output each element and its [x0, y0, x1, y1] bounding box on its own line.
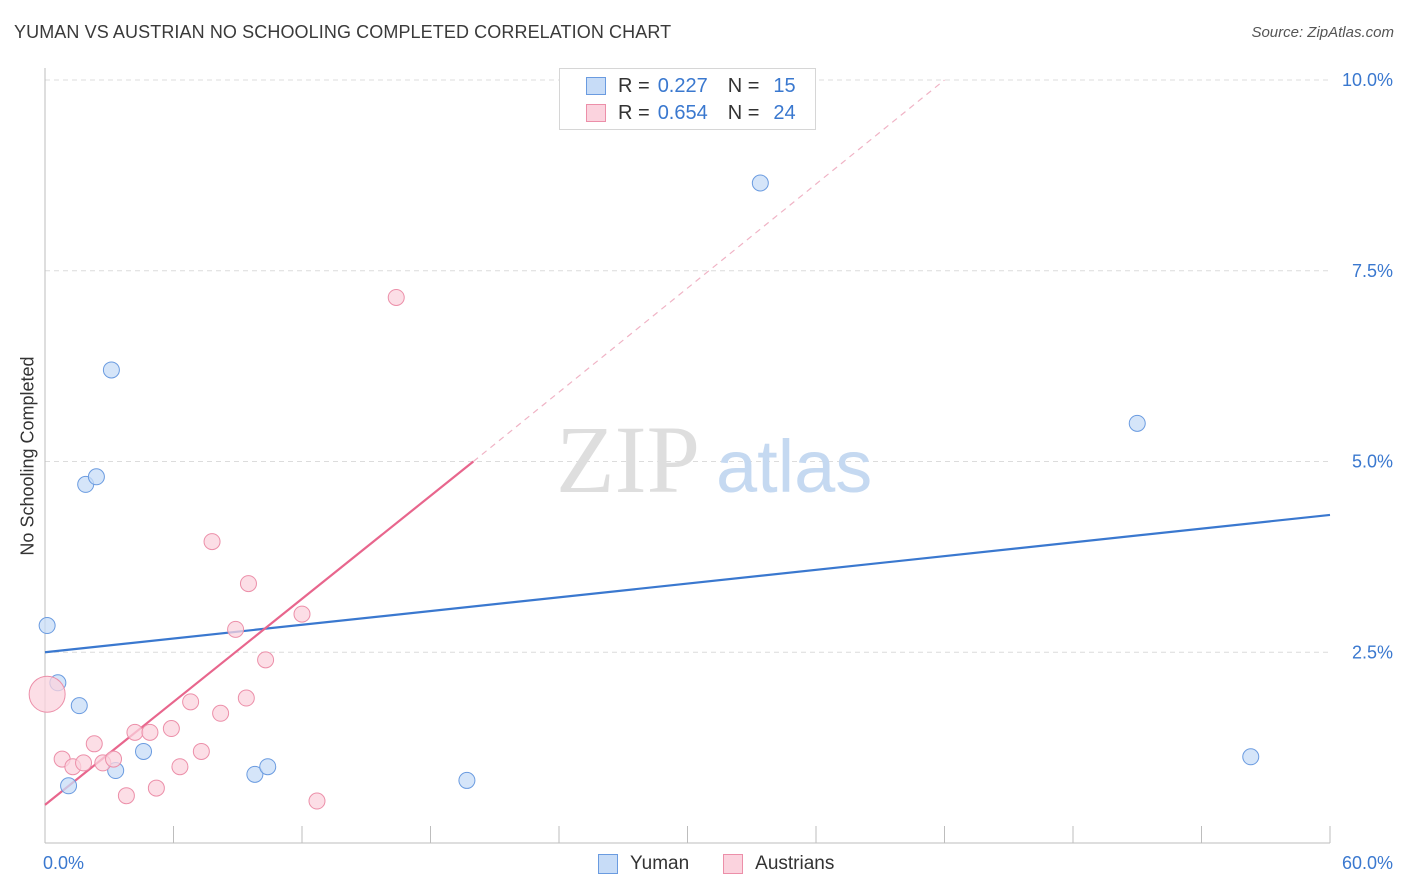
r-value: 0.654: [657, 101, 708, 124]
y-tick-label: 2.5%: [1352, 642, 1393, 662]
n-label: N =: [727, 101, 760, 124]
point-yuman: [751, 174, 769, 192]
point-yuman: [70, 697, 88, 715]
legend-row-yuman: R = 0.227 N = 15: [586, 74, 796, 98]
chart-title: YUMAN VS AUSTRIAN NO SCHOOLING COMPLETED…: [14, 22, 672, 42]
legend-swatch-yuman: [598, 854, 618, 874]
y-tick-label: 5.0%: [1352, 452, 1393, 472]
data-points: [28, 174, 1260, 810]
trend-line-austrians: [44, 460, 475, 806]
point-austrians: [257, 651, 275, 669]
x-tick-label-max: 60.0%: [1342, 853, 1393, 873]
watermark: ZIP atlas: [556, 406, 872, 513]
legend-item-austrians[interactable]: Austrians: [723, 853, 834, 875]
point-austrians: [105, 750, 123, 768]
r-value: 0.227: [657, 74, 708, 97]
point-austrians: [203, 533, 221, 551]
point-austrians: [192, 742, 210, 760]
source-credit: Source: ZipAtlas.com: [1251, 24, 1394, 41]
point-austrians: [126, 723, 144, 741]
point-austrians: [147, 779, 165, 797]
y-tick-label: 10.0%: [1342, 70, 1393, 90]
legend-swatch-austrians: [723, 854, 744, 874]
y-tick-label: 7.5%: [1352, 261, 1393, 281]
point-austrians: [117, 787, 135, 805]
correlation-legend: R = 0.227 N = 15 R = 0.654 N = 24: [559, 68, 816, 130]
point-yuman: [1242, 748, 1260, 766]
tick-labels: 2.5% 5.0% 7.5% 10.0% 0.0% 60.0%: [43, 70, 1393, 873]
legend-swatch-austrians: [586, 104, 606, 122]
point-austrians: [239, 575, 257, 593]
grid-lines: [45, 79, 1330, 653]
legend-label-austrians: Austrians: [755, 853, 835, 874]
point-austrians: [212, 704, 230, 722]
point-austrians: [141, 723, 159, 741]
point-yuman: [102, 361, 120, 379]
legend-label-yuman: Yuman: [630, 853, 690, 874]
point-austrians: [293, 605, 311, 623]
point-austrians: [75, 754, 93, 772]
legend-swatch-yuman: [586, 77, 606, 95]
point-yuman: [60, 777, 78, 795]
trend-extension-austrians: [472, 79, 945, 462]
watermark-atlas: atlas: [716, 425, 872, 508]
point-yuman: [38, 617, 56, 635]
trend-lines: [44, 79, 1331, 806]
point-yuman: [246, 765, 264, 783]
point-austrians: [387, 288, 405, 306]
n-value: 24: [773, 101, 796, 124]
point-austrians: [162, 720, 180, 738]
point-austrians: [28, 675, 66, 713]
point-yuman: [135, 742, 153, 760]
n-value: 15: [773, 74, 796, 97]
series-legend: Yuman Austrians: [598, 852, 868, 876]
x-tick-label-min: 0.0%: [43, 853, 84, 873]
point-yuman: [259, 758, 277, 776]
r-label: R =: [618, 74, 650, 97]
point-yuman: [458, 771, 476, 789]
point-austrians: [237, 689, 255, 707]
point-austrians: [182, 693, 200, 711]
point-yuman: [1128, 414, 1146, 432]
point-austrians: [85, 735, 103, 753]
point-austrians: [227, 620, 245, 638]
trend-line-yuman: [44, 513, 1331, 654]
y-axis-label: No Schooling Completed: [17, 356, 38, 556]
legend-row-austrians: R = 0.654 N = 24: [586, 101, 796, 125]
watermark-zip: ZIP: [556, 406, 700, 513]
point-austrians: [171, 758, 189, 776]
axes: [44, 68, 1331, 844]
point-austrians: [308, 792, 326, 810]
n-label: N =: [727, 74, 760, 97]
legend-item-yuman[interactable]: Yuman: [598, 853, 689, 875]
point-yuman: [87, 468, 105, 486]
r-label: R =: [618, 101, 650, 124]
